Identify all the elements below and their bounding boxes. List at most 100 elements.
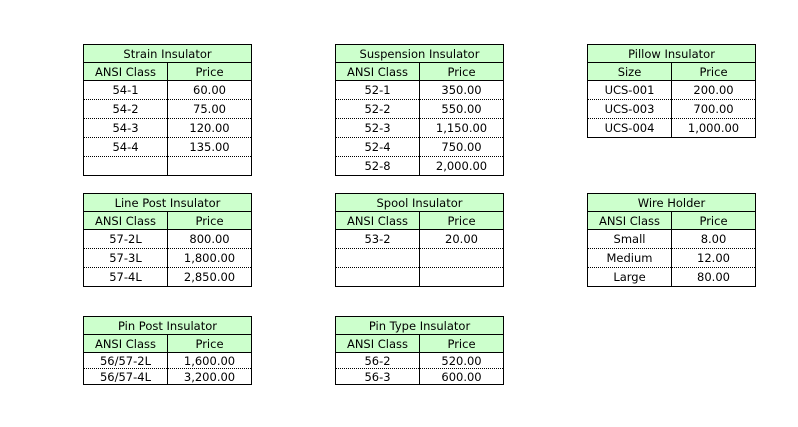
column-header-price: Price — [167, 211, 252, 230]
table-row: 52-2 550.00 — [335, 99, 504, 119]
price-table: Suspension Insulator ANSI Class Price 52-1 3… — [335, 44, 504, 176]
table-row: UCS-001 200.00 — [587, 80, 756, 100]
column-header-price: Price — [419, 211, 504, 230]
price-table: Line Post Insulator ANSI Class Price 57-2L 8… — [83, 193, 252, 287]
class-cell: 56-3 — [335, 368, 420, 385]
price-cell: 1,800.00 — [167, 248, 252, 268]
column-header-price: Price — [671, 211, 756, 230]
column-header-class: ANSI Class — [335, 211, 420, 230]
column-header-class: ANSI Class — [335, 334, 420, 353]
column-header-class: ANSI Class — [83, 211, 168, 230]
price-cell — [167, 156, 252, 176]
class-cell: UCS-003 — [587, 99, 672, 119]
table-title: Spool Insulator — [335, 193, 504, 212]
table-row: 54-4 135.00 — [83, 137, 252, 157]
column-header-class: ANSI Class — [83, 62, 168, 81]
table-row: 56/57-4L 3,200.00 — [83, 368, 252, 385]
price-table: Wire Holder ANSI Class Price Small 8.00 Mediu… — [587, 193, 756, 287]
price-cell: 2,850.00 — [167, 267, 252, 287]
class-cell — [335, 267, 420, 287]
price-table: Strain Insulator ANSI Class Price 54-1 60.00… — [83, 44, 252, 176]
price-cell: 8.00 — [671, 229, 756, 249]
price-cell: 520.00 — [419, 352, 504, 369]
table-row: Small 8.00 — [587, 229, 756, 249]
table-row: 52-4 750.00 — [335, 137, 504, 157]
table-title: Line Post Insulator — [83, 193, 252, 212]
column-header-class: ANSI Class — [335, 62, 420, 81]
class-cell: 56/57-4L — [83, 368, 168, 385]
table-title: Pillow Insulator — [587, 44, 756, 63]
column-header-class: Size — [587, 62, 672, 81]
class-cell: 54-1 — [83, 80, 168, 100]
class-cell: 56/57-2L — [83, 352, 168, 369]
class-cell: UCS-004 — [587, 118, 672, 138]
price-cell: 750.00 — [419, 137, 504, 157]
price-cell: 600.00 — [419, 368, 504, 385]
class-cell: 56-2 — [335, 352, 420, 369]
column-header-price: Price — [167, 62, 252, 81]
table-row: Medium 12.00 — [587, 248, 756, 268]
price-cell: 800.00 — [167, 229, 252, 249]
table-title: Wire Holder — [587, 193, 756, 212]
price-cell: 1,150.00 — [419, 118, 504, 138]
price-cell — [419, 267, 504, 287]
column-header-class: ANSI Class — [83, 334, 168, 353]
class-cell: 52-4 — [335, 137, 420, 157]
table-row — [335, 267, 504, 287]
class-cell: 53-2 — [335, 229, 420, 249]
column-header-price: Price — [419, 334, 504, 353]
table-row: 52-3 1,150.00 — [335, 118, 504, 138]
table-row — [335, 248, 504, 268]
price-table: Pin Type Insulator ANSI Class Price 56-2 520… — [335, 316, 504, 385]
table-row: UCS-003 700.00 — [587, 99, 756, 119]
class-cell: 57-4L — [83, 267, 168, 287]
price-cell: 200.00 — [671, 80, 756, 100]
price-table: Pillow Insulator Size Price UCS-001 200.00 UC… — [587, 44, 756, 138]
class-cell: 54-2 — [83, 99, 168, 119]
table-row: 57-4L 2,850.00 — [83, 267, 252, 287]
table-row: 57-2L 800.00 — [83, 229, 252, 249]
price-cell: 2,000.00 — [419, 156, 504, 176]
class-cell: 52-2 — [335, 99, 420, 119]
table-row: 56-2 520.00 — [335, 352, 504, 369]
table-row: 54-1 60.00 — [83, 80, 252, 100]
table-row: 52-1 350.00 — [335, 80, 504, 100]
class-cell: 54-3 — [83, 118, 168, 138]
class-cell: 52-3 — [335, 118, 420, 138]
class-cell: 52-8 — [335, 156, 420, 176]
table-row: 56/57-2L 1,600.00 — [83, 352, 252, 369]
class-cell: UCS-001 — [587, 80, 672, 100]
table-row: 52-8 2,000.00 — [335, 156, 504, 176]
price-cell: 1,600.00 — [167, 352, 252, 369]
price-cell: 3,200.00 — [167, 368, 252, 385]
price-cell: 20.00 — [419, 229, 504, 249]
table-row: 53-2 20.00 — [335, 229, 504, 249]
price-cell: 120.00 — [167, 118, 252, 138]
table-title: Suspension Insulator — [335, 44, 504, 63]
table-row: Large 80.00 — [587, 267, 756, 287]
column-header-class: ANSI Class — [587, 211, 672, 230]
class-cell — [83, 156, 168, 176]
column-header-price: Price — [419, 62, 504, 81]
class-cell: 54-4 — [83, 137, 168, 157]
table-row: 54-3 120.00 — [83, 118, 252, 138]
class-cell: Large — [587, 267, 672, 287]
price-cell: 550.00 — [419, 99, 504, 119]
price-table: Spool Insulator ANSI Class Price 53-2 20.00 — [335, 193, 504, 287]
class-cell: 57-3L — [83, 248, 168, 268]
class-cell: Medium — [587, 248, 672, 268]
price-cell: 350.00 — [419, 80, 504, 100]
table-row: 56-3 600.00 — [335, 368, 504, 385]
price-cell: 1,000.00 — [671, 118, 756, 138]
column-header-price: Price — [167, 334, 252, 353]
table-row — [83, 156, 252, 176]
class-cell: 57-2L — [83, 229, 168, 249]
table-title: Pin Type Insulator — [335, 316, 504, 335]
class-cell: Small — [587, 229, 672, 249]
table-row: UCS-004 1,000.00 — [587, 118, 756, 138]
table-title: Pin Post Insulator — [83, 316, 252, 335]
price-cell: 75.00 — [167, 99, 252, 119]
price-cell: 60.00 — [167, 80, 252, 100]
table-title: Strain Insulator — [83, 44, 252, 63]
class-cell: 52-1 — [335, 80, 420, 100]
